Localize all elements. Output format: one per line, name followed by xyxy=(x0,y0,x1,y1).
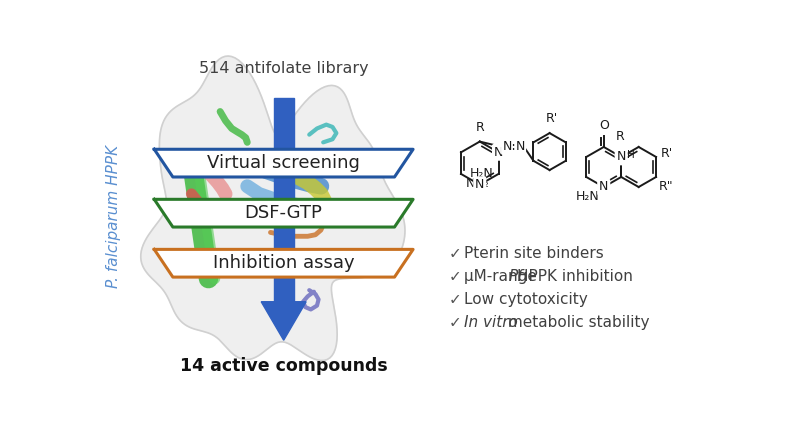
Text: H: H xyxy=(627,150,635,160)
Text: R': R' xyxy=(546,112,558,125)
Text: N: N xyxy=(617,151,626,163)
Text: N: N xyxy=(502,140,512,154)
Text: μM-range: μM-range xyxy=(464,269,542,284)
Text: In vitro: In vitro xyxy=(464,315,518,330)
Text: NH₂: NH₂ xyxy=(466,177,490,190)
Text: 514 antifolate library: 514 antifolate library xyxy=(199,61,369,76)
Text: ✓: ✓ xyxy=(449,315,462,330)
Text: Inhibition assay: Inhibition assay xyxy=(213,254,354,272)
Text: R: R xyxy=(475,121,484,134)
Text: DSF-GTP: DSF-GTP xyxy=(245,204,322,222)
Polygon shape xyxy=(154,249,413,277)
Text: ✓: ✓ xyxy=(449,246,462,261)
Text: N: N xyxy=(494,146,503,159)
Polygon shape xyxy=(141,56,405,360)
Text: HPPK inhibition: HPPK inhibition xyxy=(518,269,634,284)
Text: R": R" xyxy=(659,180,674,193)
Text: N: N xyxy=(475,178,485,191)
Text: ✓: ✓ xyxy=(449,292,462,307)
Text: R: R xyxy=(616,130,625,143)
Polygon shape xyxy=(274,98,294,302)
Polygon shape xyxy=(154,149,413,177)
Text: Pf: Pf xyxy=(508,269,523,284)
Text: R': R' xyxy=(661,147,673,160)
Text: N: N xyxy=(515,140,525,154)
Polygon shape xyxy=(262,302,306,340)
Text: N: N xyxy=(599,181,609,193)
Text: Pterin site binders: Pterin site binders xyxy=(464,246,604,261)
Text: Virtual screening: Virtual screening xyxy=(207,154,360,172)
Text: H₂N: H₂N xyxy=(575,190,599,203)
Polygon shape xyxy=(154,199,413,227)
Text: O: O xyxy=(599,118,609,132)
Text: Low cytotoxicity: Low cytotoxicity xyxy=(464,292,588,307)
Text: metabolic stability: metabolic stability xyxy=(503,315,650,330)
Text: 14 active compounds: 14 active compounds xyxy=(180,356,387,375)
Text: H₂N: H₂N xyxy=(470,167,494,181)
Text: P. falciparum HPPK: P. falciparum HPPK xyxy=(106,145,122,288)
Text: ✓: ✓ xyxy=(449,269,462,284)
